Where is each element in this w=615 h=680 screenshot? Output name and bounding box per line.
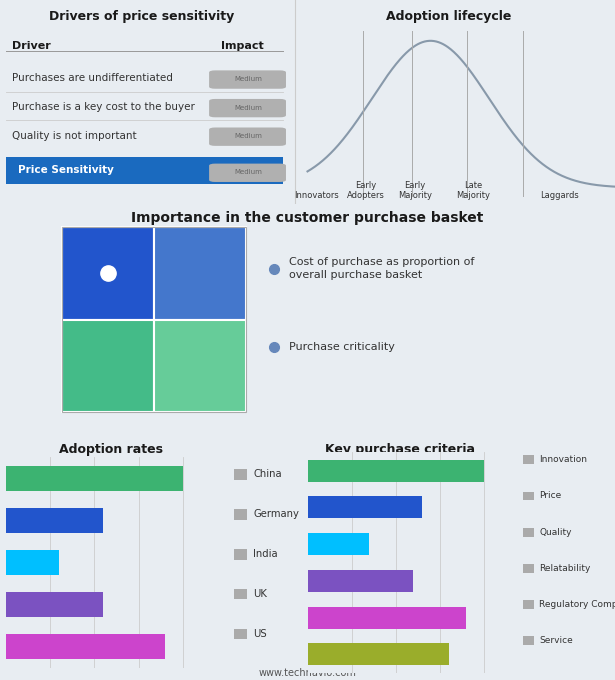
Text: US: US [253,629,267,639]
Bar [62,227,246,412]
Bar [523,492,534,500]
Bar [62,320,154,412]
Bar [523,636,534,645]
Text: Medium: Medium [234,169,262,175]
Text: Quality: Quality [539,528,572,537]
Bar [523,528,534,537]
Text: Innovation: Innovation [539,455,587,464]
Text: Importance in the customer purchase basket: Importance in the customer purchase bask… [132,211,483,225]
Text: Key purchase criteria: Key purchase criteria [325,443,475,456]
Bar [6,157,283,184]
Text: Medium: Medium [234,76,262,82]
Text: Adoption lifecycle: Adoption lifecycle [386,10,512,23]
Text: India: India [253,549,278,559]
Bar [523,456,534,464]
Text: Purchases are undifferentiated: Purchases are undifferentiated [12,73,173,84]
Text: Service: Service [539,636,573,645]
Bar [523,564,534,573]
Text: Late
Majority: Late Majority [456,180,491,200]
Text: Regulatory Compliance: Regulatory Compliance [539,600,615,609]
FancyBboxPatch shape [209,164,286,182]
Text: Price Sensitivity: Price Sensitivity [18,165,114,175]
Bar [523,600,534,609]
Text: Innovators: Innovators [295,191,339,200]
Text: Early
Adopters: Early Adopters [347,180,385,200]
Text: Germany: Germany [253,509,300,520]
Text: Driver: Driver [12,41,51,51]
FancyBboxPatch shape [209,128,286,146]
Bar [234,589,247,600]
Text: Purchase criticality: Purchase criticality [289,342,395,352]
Text: Medium: Medium [234,105,262,111]
Text: Laggards: Laggards [540,191,579,200]
Text: UK: UK [253,589,268,599]
Text: Medium: Medium [234,133,262,139]
Text: Quality is not important: Quality is not important [12,131,137,141]
Text: Price: Price [539,492,561,500]
FancyBboxPatch shape [209,71,286,89]
Bar [234,628,247,639]
Bar [234,509,247,520]
Bar [154,320,246,412]
Text: Cost of purchase as proportion of
overall purchase basket: Cost of purchase as proportion of overal… [289,257,474,280]
Text: China: China [253,469,282,479]
Text: Impact: Impact [221,41,264,51]
Text: Drivers of price sensitivity: Drivers of price sensitivity [49,10,234,23]
Text: Early
Majority: Early Majority [398,180,432,200]
Text: www.technavio.com: www.technavio.com [258,668,357,677]
Bar [234,549,247,560]
Bar [234,469,247,480]
Text: Purchase is a key cost to the buyer: Purchase is a key cost to the buyer [12,102,195,112]
Bar [62,227,154,320]
Text: Relatability: Relatability [539,564,591,573]
Text: Adoption rates: Adoption rates [58,443,163,456]
FancyBboxPatch shape [209,99,286,118]
Bar [154,227,246,320]
